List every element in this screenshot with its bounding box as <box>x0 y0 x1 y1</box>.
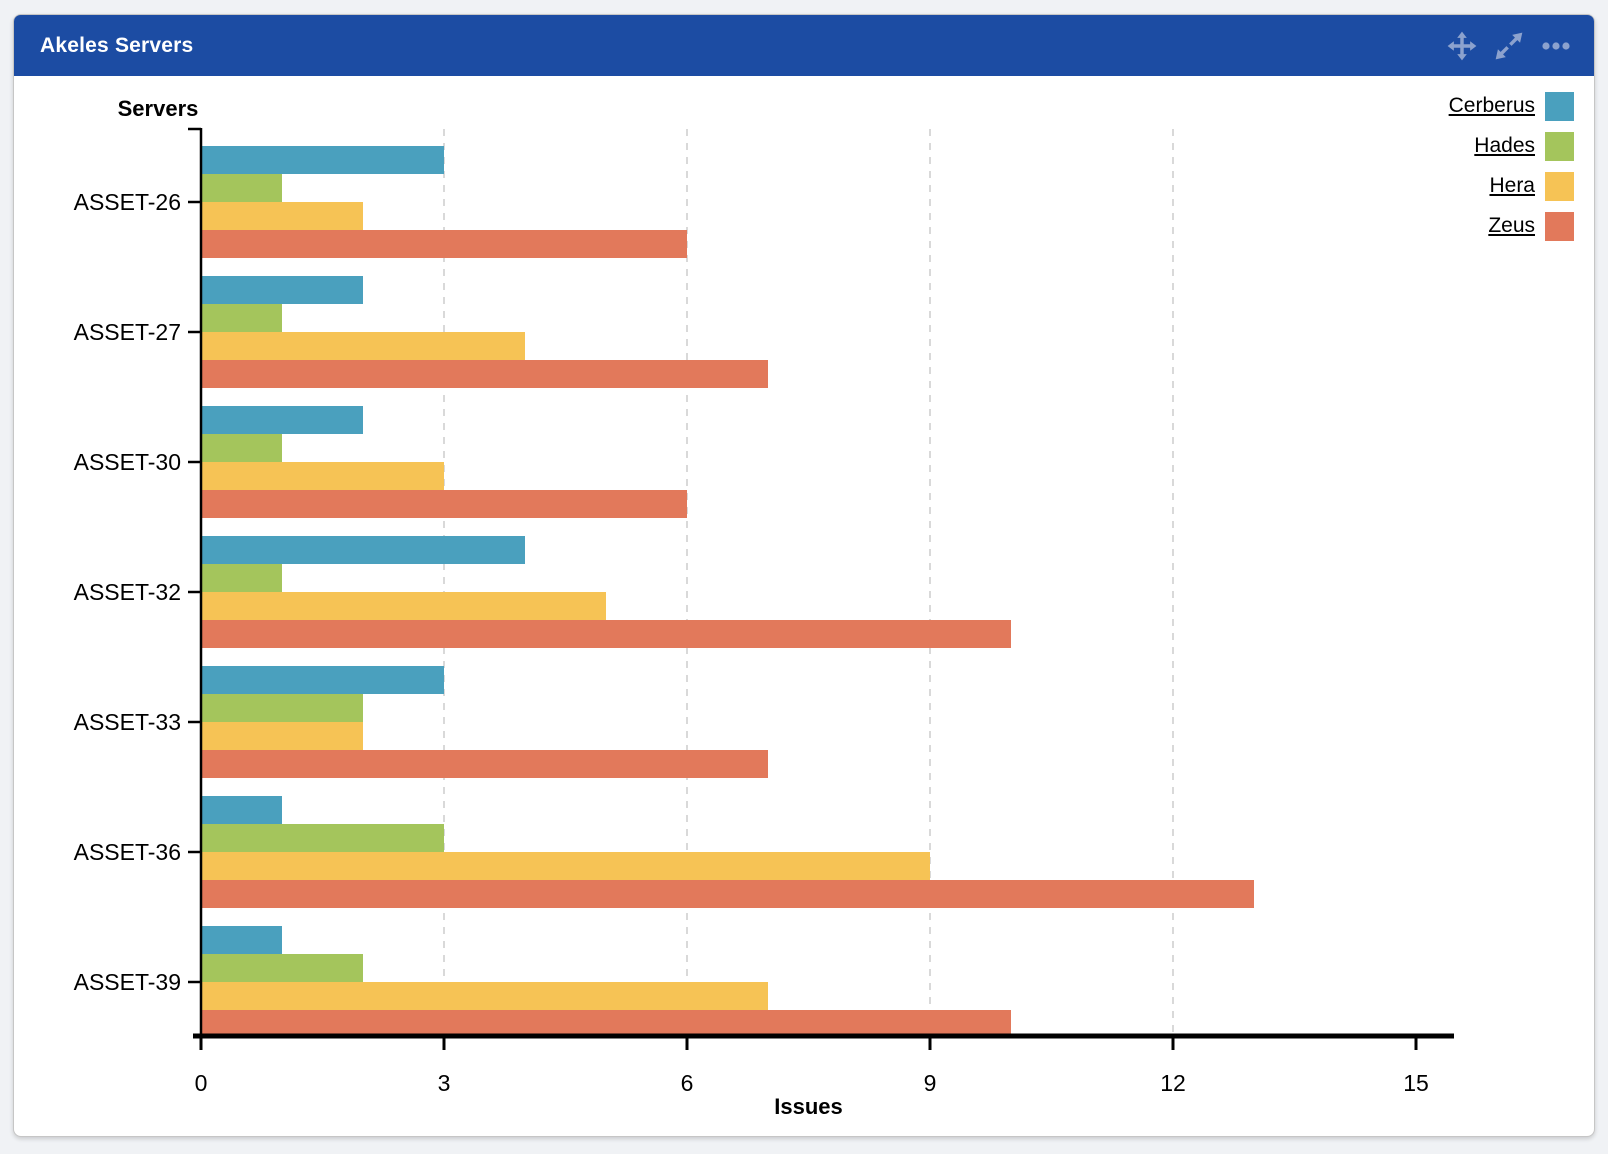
category-label: ASSET-36 <box>74 839 181 865</box>
category-label: ASSET-27 <box>74 319 181 345</box>
x-tick-label: 3 <box>438 1070 451 1096</box>
gadget-header: Akeles Servers <box>14 15 1594 76</box>
bar-asset-30-zeus[interactable] <box>202 490 687 518</box>
gadget-title: Akeles Servers <box>40 33 194 57</box>
bar-asset-33-hades[interactable] <box>202 694 363 722</box>
category-label: ASSET-39 <box>74 969 181 995</box>
legend-label-zeus[interactable]: Zeus <box>1488 214 1535 237</box>
legend-swatch-cerberus <box>1545 91 1574 121</box>
x-tick-label: 15 <box>1403 1070 1429 1096</box>
bar-asset-36-cerberus[interactable] <box>202 796 282 824</box>
bar-asset-30-cerberus[interactable] <box>202 406 363 434</box>
legend-item-hades: Hades <box>1474 131 1574 161</box>
legend-swatch-hades <box>1545 131 1574 161</box>
bar-asset-30-hades[interactable] <box>202 434 282 462</box>
bar-asset-26-cerberus[interactable] <box>202 146 444 174</box>
bar-asset-32-zeus[interactable] <box>202 620 1011 648</box>
legend-label-cerberus[interactable]: Cerberus <box>1448 94 1535 117</box>
bar-asset-27-zeus[interactable] <box>202 360 768 388</box>
legend-swatch-hera <box>1545 171 1574 201</box>
x-tick-label: 9 <box>924 1070 937 1096</box>
bar-asset-33-hera[interactable] <box>202 722 363 750</box>
bar-asset-39-hades[interactable] <box>202 954 363 982</box>
more-icon[interactable] <box>1540 30 1572 62</box>
category-label: ASSET-33 <box>74 709 181 735</box>
category-label: ASSET-30 <box>74 449 181 475</box>
bar-asset-36-hades[interactable] <box>202 824 444 852</box>
legend-label-hera[interactable]: Hera <box>1489 174 1535 197</box>
bar-asset-33-zeus[interactable] <box>202 750 768 778</box>
bar-asset-39-cerberus[interactable] <box>202 926 282 954</box>
category-label: ASSET-26 <box>74 189 181 215</box>
bar-chart: ASSET-26 ASSET-27 ASSET-30 ASSET-32 ASSET-33… <box>74 127 1454 1096</box>
bar-asset-32-hades[interactable] <box>202 564 282 592</box>
category-label: ASSET-32 <box>74 579 181 605</box>
x-tick-label: 12 <box>1160 1070 1186 1096</box>
bar-asset-26-zeus[interactable] <box>202 230 687 258</box>
legend-item-hera: Hera <box>1489 171 1574 201</box>
expand-icon[interactable] <box>1493 30 1525 62</box>
bar-asset-33-cerberus[interactable] <box>202 666 444 694</box>
legend-label-hades[interactable]: Hades <box>1474 134 1535 157</box>
bar-asset-26-hera[interactable] <box>202 202 363 230</box>
legend-swatch-zeus <box>1545 211 1574 241</box>
bar-asset-36-zeus[interactable] <box>202 880 1254 908</box>
gadget-header-actions <box>1446 30 1572 62</box>
x-tick-label: 0 <box>195 1070 208 1096</box>
move-icon[interactable] <box>1446 30 1478 62</box>
bar-asset-39-zeus[interactable] <box>202 1010 1011 1038</box>
bar-asset-27-hera[interactable] <box>202 332 525 360</box>
x-axis-title: Issues <box>774 1094 843 1119</box>
bar-asset-32-cerberus[interactable] <box>202 536 525 564</box>
gadget-body: ASSET-26 ASSET-27 ASSET-30 ASSET-32 ASSET-33… <box>14 76 1594 1136</box>
bar-asset-27-cerberus[interactable] <box>202 276 363 304</box>
bar-asset-32-hera[interactable] <box>202 592 606 620</box>
bar-asset-36-hera[interactable] <box>202 852 930 880</box>
gadget-panel: Akeles Servers ASSET-26 ASSE <box>13 14 1595 1137</box>
y-axis-title: Servers <box>117 96 199 121</box>
legend-item-cerberus: Cerberus <box>1449 91 1574 121</box>
x-tick-label: 6 <box>681 1070 694 1096</box>
legend-item-zeus: Zeus <box>1488 211 1574 241</box>
bar-asset-39-hera[interactable] <box>202 982 768 1010</box>
bar-asset-30-hera[interactable] <box>202 462 444 490</box>
bar-asset-26-hades[interactable] <box>202 174 282 202</box>
bar-asset-27-hades[interactable] <box>202 304 282 332</box>
chart-legend: Cerberus Hades Hera Zeus <box>1449 91 1574 241</box>
